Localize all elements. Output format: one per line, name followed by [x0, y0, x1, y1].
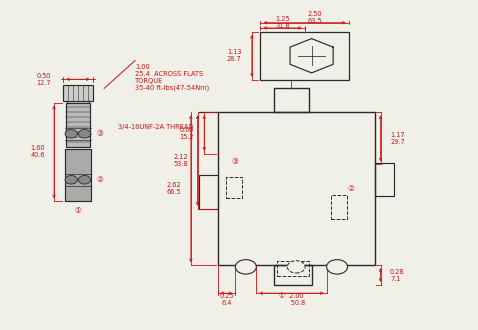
Circle shape — [78, 176, 91, 184]
Text: 3/4-16UNF-2A THREAD: 3/4-16UNF-2A THREAD — [119, 124, 194, 130]
Text: ③: ③ — [231, 157, 239, 166]
Bar — [331, 195, 347, 219]
Text: 1.60
40.6: 1.60 40.6 — [30, 145, 44, 158]
Circle shape — [65, 129, 77, 138]
Bar — [65, 103, 90, 147]
Text: ①: ① — [75, 206, 81, 215]
Bar — [199, 175, 217, 209]
Text: ②: ② — [96, 175, 103, 184]
Text: ③: ③ — [96, 129, 103, 138]
Text: 1.17
29.7: 1.17 29.7 — [390, 132, 404, 145]
Circle shape — [287, 261, 305, 273]
Text: 2.50
63.5: 2.50 63.5 — [308, 11, 322, 24]
Circle shape — [65, 176, 77, 184]
Text: 0.50
12.7: 0.50 12.7 — [37, 73, 51, 86]
Bar — [226, 177, 242, 198]
Bar — [217, 113, 375, 265]
Text: ①  2.00
      50.8: ① 2.00 50.8 — [278, 293, 305, 306]
Text: 1.00
25.4  ACROSS FLATS
TORQUE
35-40 ft-lbs(47-54Nm): 1.00 25.4 ACROSS FLATS TORQUE 35-40 ft-l… — [135, 64, 209, 91]
Text: 2.62
66.5: 2.62 66.5 — [167, 182, 181, 195]
Bar — [274, 88, 309, 113]
Bar — [277, 261, 309, 276]
Text: 2.12
53.8: 2.12 53.8 — [174, 154, 188, 167]
Bar — [67, 101, 89, 103]
Text: 0.60
15.2: 0.60 15.2 — [179, 126, 194, 140]
Bar — [65, 148, 91, 201]
Text: 0.28
7.1: 0.28 7.1 — [390, 269, 404, 281]
Bar — [274, 265, 312, 285]
Bar — [63, 85, 93, 101]
Text: 0.25
6.4: 0.25 6.4 — [219, 293, 234, 306]
Text: 1.25
31.8: 1.25 31.8 — [275, 16, 290, 29]
Text: ②: ② — [348, 184, 355, 193]
Text: 1.13
28.7: 1.13 28.7 — [227, 49, 241, 62]
Circle shape — [326, 260, 348, 274]
Bar — [375, 163, 394, 196]
Bar — [261, 32, 348, 80]
Circle shape — [235, 260, 256, 274]
Circle shape — [78, 129, 91, 138]
